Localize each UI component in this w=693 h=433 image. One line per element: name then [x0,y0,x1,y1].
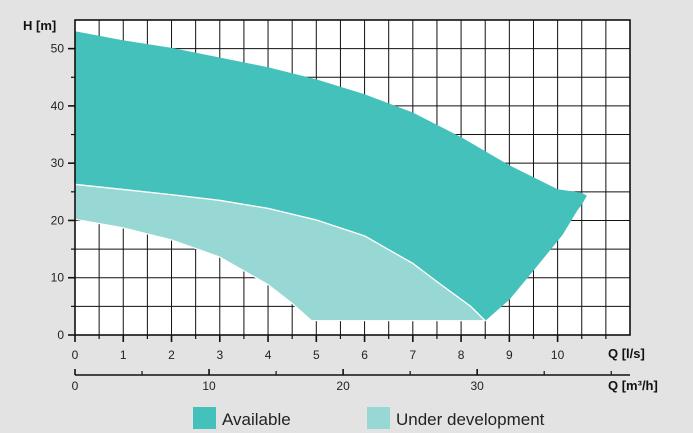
x-axis-title-ls: Q [l/s] [608,346,645,361]
x2-tick-label: 20 [336,379,350,393]
x2-tick-label: 0 [72,379,79,393]
axis-ticks: 0 1 2 3 4 5 6 7 8 9 10 0 10 20 30 40 50 0 10 20 30 [51,42,612,393]
y-tick-label: 10 [51,271,65,285]
y-tick-label: 40 [51,99,65,113]
y-axis-title: H [m] [23,18,56,33]
x-tick-label: 5 [313,348,320,362]
x-tick-label: 9 [506,348,513,362]
x-tick-label: 1 [120,348,127,362]
legend-swatch-under-development [367,407,390,429]
legend-swatch-available [193,407,216,429]
plot-areas [74,31,587,322]
x2-tick-label: 10 [202,379,216,393]
y-tick-label: 30 [51,156,65,170]
x-tick-label: 6 [361,348,368,362]
x-axis-title-m3h: Q [m³/h] [608,378,658,393]
x-tick-label: 10 [551,348,565,362]
x2-tick-label: 30 [470,379,484,393]
y-tick-label: 0 [57,328,64,342]
x-tick-label: 4 [265,348,272,362]
legend-label-under-development: Under development [396,410,545,429]
x-tick-label: 3 [216,348,223,362]
y-tick-label: 50 [51,42,65,56]
plot-frame [74,19,631,376]
x-tick-label: 7 [409,348,416,362]
x-tick-label: 0 [72,348,79,362]
series-boundary-line [74,183,486,322]
legend-label-available: Available [222,410,291,429]
x-tick-label: 2 [168,348,175,362]
plot-border [74,19,631,336]
y-tick-label: 20 [51,213,65,227]
legend: Available Under development [193,407,545,429]
x-tick-label: 8 [458,348,465,362]
